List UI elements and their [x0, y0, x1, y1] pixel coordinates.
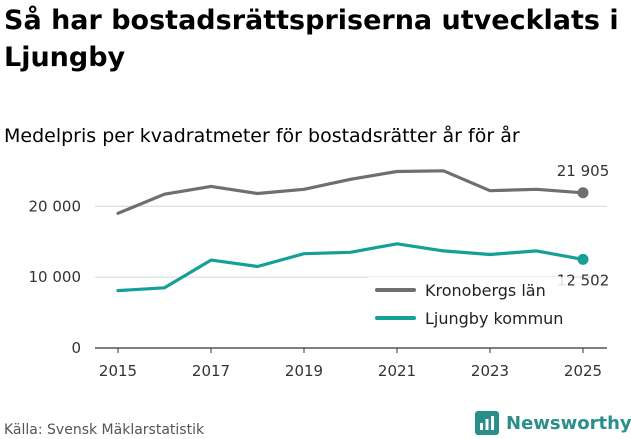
series-line-0 — [116, 169, 585, 215]
brand-name: Newsworthy — [506, 412, 631, 434]
y-tick-label: 0 — [71, 339, 81, 357]
series-end-point-1 — [577, 253, 589, 265]
y-axis-ticks: 0 10 000 20 000 — [29, 197, 82, 357]
series-end-point-0 — [577, 187, 589, 199]
series-end-label-0: 21 905 — [557, 162, 610, 180]
series-line-1 — [116, 242, 585, 293]
legend-label-1: Ljungby kommun — [425, 309, 563, 328]
x-axis-ticks: 2015 2017 2019 2021 2023 2025 — [99, 348, 602, 380]
x-tick-label: 2021 — [378, 362, 416, 380]
series-group: 21 905 12 502 — [116, 162, 610, 293]
legend: Kronobergs län Ljungby kommun — [368, 277, 568, 333]
x-tick-label: 2017 — [192, 362, 230, 380]
legend-background — [368, 277, 568, 333]
chart-subtitle: Medelpris per kvadratmeter för bostadsrä… — [4, 125, 520, 147]
legend-label-0: Kronobergs län — [425, 281, 546, 300]
x-tick-label: 2015 — [99, 362, 137, 380]
newsworthy-brand: Newsworthy — [475, 408, 631, 438]
newsworthy-logo-icon — [475, 411, 499, 435]
series-end-label-1: 12 502 — [557, 271, 610, 289]
x-tick-label: 2025 — [564, 362, 602, 380]
y-tick-label: 20 000 — [29, 197, 82, 215]
chart-title: Så har bostadsrättspriserna utvecklats i… — [4, 5, 619, 73]
y-tick-label: 10 000 — [29, 268, 82, 286]
x-tick-label: 2019 — [285, 362, 323, 380]
source-note: Källa: Svensk Mäklarstatistik — [4, 422, 205, 438]
x-tick-label: 2023 — [471, 362, 509, 380]
